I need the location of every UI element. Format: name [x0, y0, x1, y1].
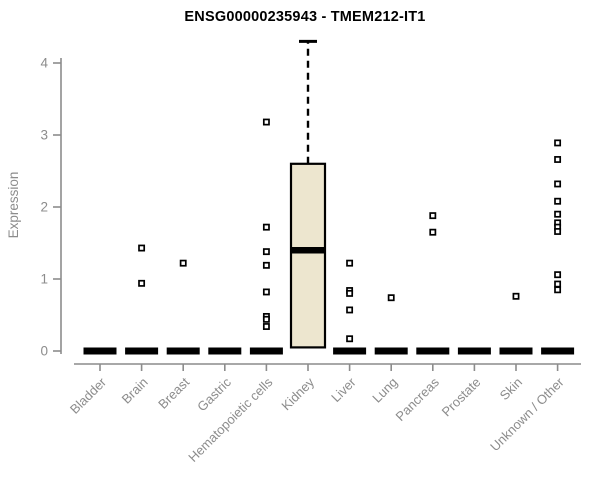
- outlier-point: [346, 259, 354, 267]
- x-category-label: Unknown / Other: [487, 374, 567, 454]
- outlier-point: [429, 228, 437, 236]
- outlier-point: [262, 315, 270, 323]
- zero-median-bar: [208, 347, 242, 355]
- x-category-label: Pancreas: [392, 374, 442, 424]
- outlier-point: [554, 271, 562, 279]
- zero-median-bar: [416, 347, 450, 355]
- y-tick-label: 0: [40, 344, 48, 359]
- outlier-point: [346, 289, 354, 297]
- y-tick-label: 3: [40, 128, 48, 143]
- x-category-label: Liver: [328, 374, 359, 405]
- zero-median-bar: [374, 347, 408, 355]
- chart-title: ENSG00000235943 - TMEM212-IT1: [184, 9, 426, 25]
- y-tick-label: 4: [40, 56, 48, 71]
- outlier-point: [554, 280, 562, 288]
- zero-median-bar: [541, 347, 575, 355]
- outlier-point: [429, 212, 437, 220]
- y-tick-label: 1: [40, 272, 48, 287]
- outlier-point: [262, 323, 270, 330]
- outlier-point: [554, 156, 562, 163]
- x-category-label: Gastric: [194, 374, 234, 414]
- zero-median-bar: [333, 347, 367, 355]
- box: [289, 162, 327, 349]
- outlier-point: [554, 286, 562, 294]
- outlier-point: [138, 244, 146, 252]
- outlier-point: [387, 294, 395, 302]
- outlier-point: [138, 279, 146, 287]
- x-category-label: Prostate: [439, 375, 484, 420]
- zero-median-bar: [166, 347, 200, 355]
- zero-median-bar: [457, 347, 491, 355]
- outlier-point: [179, 259, 187, 267]
- x-category-label: Bladder: [67, 374, 110, 417]
- x-category-label: Lung: [369, 375, 400, 406]
- x-category-label: Skin: [497, 375, 525, 403]
- outlier-point: [262, 261, 270, 269]
- x-category-label: Breast: [155, 374, 192, 411]
- outlier-point: [262, 118, 270, 126]
- outlier-point: [346, 335, 354, 343]
- zero-median-bar: [499, 347, 533, 355]
- outlier-point: [554, 139, 562, 147]
- zero-median-bar: [125, 347, 159, 355]
- outlier-point: [262, 223, 270, 231]
- outlier-point: [554, 210, 562, 218]
- outlier-point: [262, 288, 270, 296]
- zero-median-bar: [83, 347, 117, 355]
- outlier-point: [346, 306, 354, 314]
- outlier-point: [262, 248, 270, 256]
- x-category-label: Brain: [119, 375, 151, 407]
- outlier-point: [554, 197, 562, 205]
- outlier-point: [512, 292, 520, 300]
- zero-median-bar: [249, 347, 283, 355]
- x-category-label: Kidney: [278, 374, 317, 413]
- outlier-point: [554, 180, 562, 188]
- y-tick-label: 2: [40, 200, 48, 215]
- outlier-point: [554, 228, 562, 235]
